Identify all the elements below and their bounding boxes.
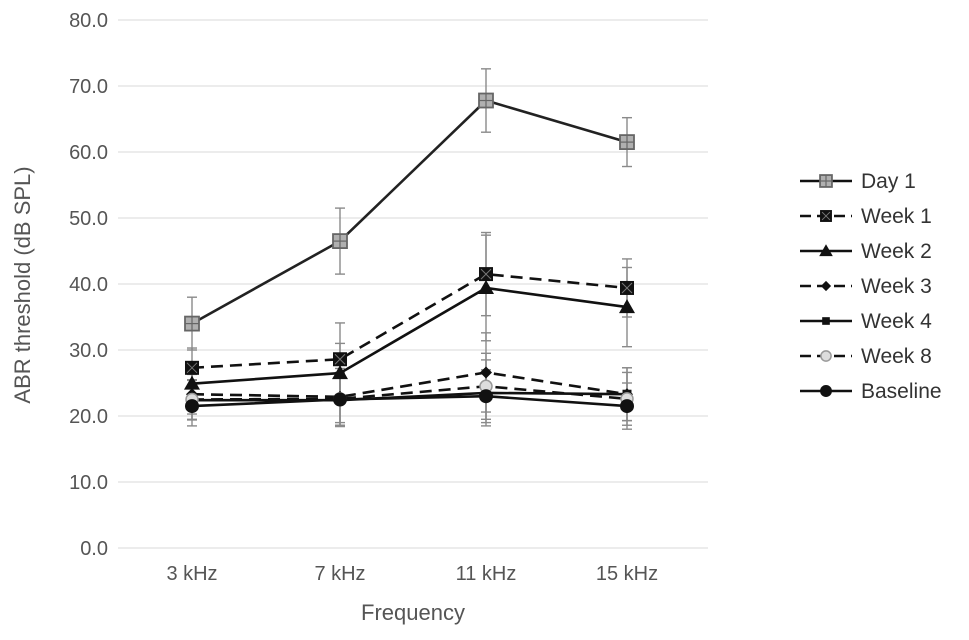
- y-tick-label: 10.0: [69, 472, 108, 494]
- series-line: [191, 272, 628, 370]
- data-point: [333, 392, 347, 407]
- y-tick-labels: 0.0 10.0 20.0 30.0 40.0 50.0 60.0 70.0 80.0: [69, 10, 108, 560]
- x-tick-label: 15 kHz: [596, 563, 658, 585]
- y-tick-label: 0.0: [80, 538, 108, 560]
- series-lines: [191, 99, 628, 408]
- series-line: [191, 394, 628, 408]
- series-line: [191, 384, 628, 401]
- y-tick-label: 40.0: [69, 274, 108, 296]
- legend-entry: Week 3: [800, 275, 932, 298]
- data-point: [820, 280, 832, 292]
- data-point: [332, 233, 348, 250]
- data-point: [184, 375, 200, 390]
- legend-label: Week 1: [861, 205, 932, 228]
- data-point: [332, 365, 348, 380]
- data-point: [185, 360, 199, 375]
- y-tick-label: 70.0: [69, 76, 108, 98]
- data-point: [820, 350, 832, 362]
- data-points: [184, 92, 635, 414]
- legend-label: Week 2: [861, 240, 932, 263]
- legend-entry: Week 2: [800, 240, 932, 263]
- series-line: [191, 286, 628, 385]
- legend-entry: Baseline: [800, 380, 942, 403]
- y-tick-label: 30.0: [69, 340, 108, 362]
- legend-entry: Week 8: [800, 345, 932, 368]
- y-tick-label: 20.0: [69, 406, 108, 428]
- y-tick-label: 80.0: [69, 10, 108, 32]
- data-point: [333, 352, 347, 367]
- data-point: [480, 366, 492, 379]
- series-line: [191, 99, 628, 325]
- legend: Day 1 Week 1 Week 2 Week 3 Week 4 Week 8 Basel…: [800, 170, 942, 403]
- data-point: [619, 299, 635, 314]
- data-point: [819, 244, 833, 257]
- legend-label: Baseline: [861, 380, 942, 403]
- data-point: [479, 267, 493, 282]
- data-point: [820, 210, 832, 222]
- data-point: [620, 399, 634, 414]
- legend-label: Week 4: [861, 310, 932, 333]
- x-tick-label: 3 kHz: [166, 563, 217, 585]
- data-point: [184, 315, 200, 332]
- data-point: [822, 317, 830, 325]
- x-tick-label: 11 kHz: [456, 563, 517, 585]
- y-tick-label: 60.0: [69, 142, 108, 164]
- legend-entry: Day 1: [800, 170, 916, 193]
- legend-entry: Week 4: [800, 310, 932, 333]
- data-point: [819, 174, 833, 188]
- data-point: [820, 385, 832, 397]
- legend-label: Week 3: [861, 275, 932, 298]
- x-tick-label: 7 kHz: [314, 563, 365, 585]
- series-line: [191, 371, 628, 399]
- data-point: [620, 280, 634, 295]
- x-tick-labels: 3 kHz 7 kHz 11 kHz 15 kHz: [166, 563, 658, 585]
- data-point: [478, 279, 494, 294]
- legend-entry: Week 1: [800, 205, 932, 228]
- data-point: [479, 389, 493, 404]
- grid-lines: [118, 19, 708, 549]
- data-point: [619, 134, 635, 151]
- y-axis-title: ABR threshold (dB SPL): [10, 166, 35, 403]
- x-axis-title: Frequency: [361, 600, 465, 625]
- y-tick-label: 50.0: [69, 208, 108, 230]
- data-point: [478, 92, 494, 109]
- data-point: [185, 399, 199, 414]
- legend-label: Week 8: [861, 345, 932, 368]
- legend-label: Day 1: [861, 170, 916, 193]
